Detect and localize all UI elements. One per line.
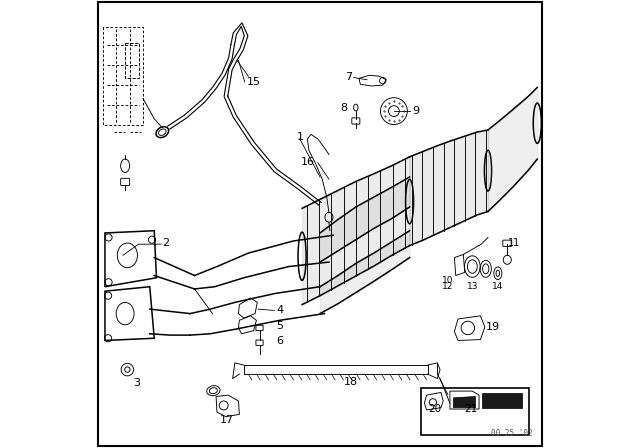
Text: 00 25 '02: 00 25 '02 xyxy=(491,429,533,438)
Text: 21: 21 xyxy=(464,404,477,414)
Text: 6: 6 xyxy=(276,336,284,346)
Text: 19: 19 xyxy=(486,322,500,332)
Text: 1: 1 xyxy=(296,132,303,142)
Polygon shape xyxy=(454,396,476,408)
Text: 13: 13 xyxy=(467,282,478,291)
Text: 2: 2 xyxy=(163,238,170,248)
Text: 3: 3 xyxy=(132,378,140,388)
Text: 7: 7 xyxy=(345,72,352,82)
Text: 16: 16 xyxy=(301,157,315,167)
Text: 9: 9 xyxy=(412,106,419,116)
Ellipse shape xyxy=(156,127,168,138)
Text: 15: 15 xyxy=(246,77,260,86)
Bar xyxy=(421,388,529,435)
Text: 5: 5 xyxy=(276,321,284,331)
Text: 4: 4 xyxy=(276,306,284,315)
Text: 12: 12 xyxy=(442,282,453,291)
Text: 17: 17 xyxy=(220,415,234,425)
Text: 8: 8 xyxy=(340,103,348,113)
Polygon shape xyxy=(482,393,522,408)
Text: 11: 11 xyxy=(508,238,520,248)
Text: 10: 10 xyxy=(442,276,453,284)
Text: 18: 18 xyxy=(344,377,358,387)
Text: 14: 14 xyxy=(492,282,504,291)
Bar xyxy=(125,43,139,78)
Text: 20: 20 xyxy=(428,404,441,414)
